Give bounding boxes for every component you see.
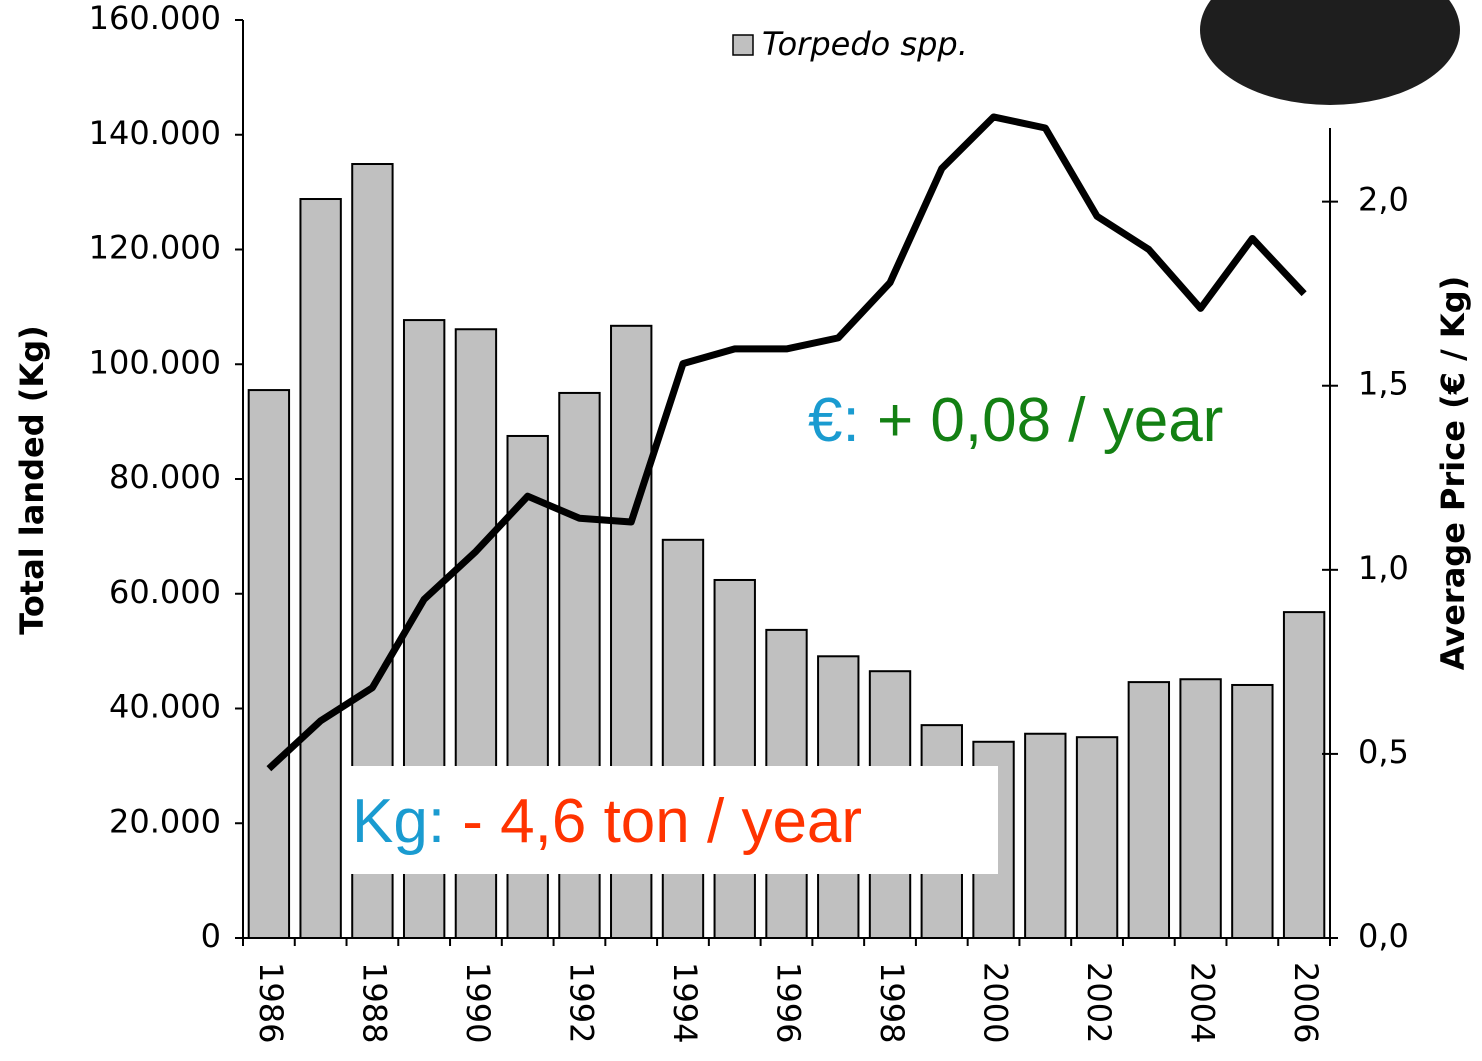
bar (1231, 683, 1274, 939)
x-tick-label: 1996 (770, 962, 808, 1043)
y2-tick-label: 0,0 (1358, 917, 1409, 955)
y2-tick-label: 0,5 (1358, 733, 1409, 771)
y-tick-label: 160.000 (89, 0, 221, 37)
y-tick-label: 60.000 (109, 573, 221, 611)
legend-swatch (732, 34, 754, 56)
y-tick-label: 140.000 (89, 114, 221, 152)
x-tick-label: 1988 (355, 962, 393, 1043)
legend-label: Torpedo spp. (762, 25, 968, 63)
x-tick-label: 1998 (873, 962, 911, 1043)
y2-tick-label: 2,0 (1358, 181, 1409, 219)
x-tick-label: 2006 (1287, 962, 1325, 1043)
x-tick-label: 1990 (459, 962, 497, 1043)
fish-photo (1200, 0, 1460, 105)
annotation-box (342, 766, 998, 874)
y2-tick-label: 1,0 (1358, 549, 1409, 587)
bar (1024, 732, 1067, 939)
y-axis-title: Total landed (Kg) (13, 325, 51, 635)
y2-axis-title: Average Price (€ / Kg) (1434, 276, 1472, 671)
bar (713, 578, 756, 939)
annotation-part: Kg: (352, 787, 445, 856)
y-tick-label: 100.000 (89, 343, 221, 381)
price-line (266, 113, 1307, 772)
y-tick-label: 20.000 (109, 802, 221, 840)
annotation-part: - 4,6 ton / year (445, 787, 862, 856)
annotation-part: €: (808, 386, 860, 455)
x-tick-label: 2002 (1080, 962, 1118, 1043)
x-tick-label: 1992 (562, 962, 600, 1043)
bar (1282, 611, 1326, 939)
bar (661, 538, 705, 939)
y-tick-label: 80.000 (109, 458, 221, 496)
y-tick-label: 120.000 (89, 229, 221, 267)
y2-tick-label: 1,5 (1358, 365, 1409, 403)
annotation: €: + 0,08 / year (808, 386, 1223, 455)
x-tick-label: 2000 (977, 962, 1015, 1043)
bar (247, 389, 291, 940)
bar (1179, 678, 1222, 940)
x-tick-label: 1986 (252, 962, 290, 1043)
bar (1127, 681, 1171, 939)
y-tick-label: 0 (201, 917, 221, 955)
bar (299, 198, 342, 939)
annotation-part: + 0,08 / year (860, 386, 1224, 455)
y-tick-label: 40.000 (109, 688, 221, 726)
x-tick-label: 2004 (1184, 962, 1222, 1043)
annotation: Kg: - 4,6 ton / year (352, 787, 862, 856)
bar (1075, 736, 1119, 939)
x-tick-label: 1994 (666, 962, 704, 1043)
